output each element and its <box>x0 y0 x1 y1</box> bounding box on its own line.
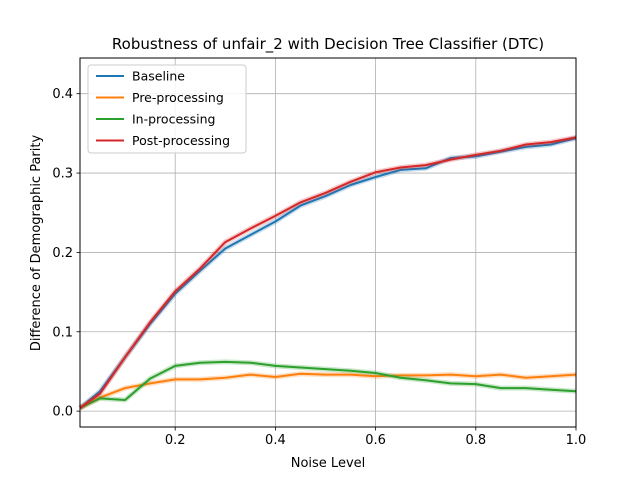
grid-lines <box>80 58 577 427</box>
y-tick-label: 0.4 <box>52 87 73 102</box>
y-tick-label: 0.0 <box>52 405 73 420</box>
legend-entry-label: Pre-processing <box>132 90 224 105</box>
x-tick-label: 0.4 <box>265 433 286 448</box>
y-tick-label: 0.2 <box>52 246 73 261</box>
legend-entry-label: Baseline <box>132 69 185 84</box>
axis-ticks: 0.2 0.4 0.6 0.8 1.0 0.0 0.1 0.2 0.3 0.4 <box>52 87 586 448</box>
legend-box <box>87 64 247 154</box>
x-tick-label: 0.6 <box>365 433 386 448</box>
series-lines <box>78 134 577 411</box>
y-tick-label: 0.3 <box>52 167 73 182</box>
series-line <box>79 372 577 409</box>
x-tick-label: 0.8 <box>465 433 486 448</box>
x-tick-label: 1.0 <box>566 433 587 448</box>
legend-entry-label: Post-processing <box>132 133 230 148</box>
series-line <box>79 360 577 409</box>
legend-entry-label: In-processing <box>132 112 215 127</box>
plot-area-frame <box>79 57 577 428</box>
series-line <box>79 136 577 409</box>
legend: Baseline Pre-processing In-processing Post-… <box>87 64 247 154</box>
chart-title: Robustness of unfair_2 with Decision Tre… <box>112 35 544 54</box>
x-axis-label: Noise Level <box>291 456 366 471</box>
series-line <box>79 137 577 409</box>
y-axis-label: Difference of Demographic Parity <box>29 135 44 352</box>
y-tick-label: 0.1 <box>52 325 73 340</box>
x-tick-label: 0.2 <box>165 433 186 448</box>
